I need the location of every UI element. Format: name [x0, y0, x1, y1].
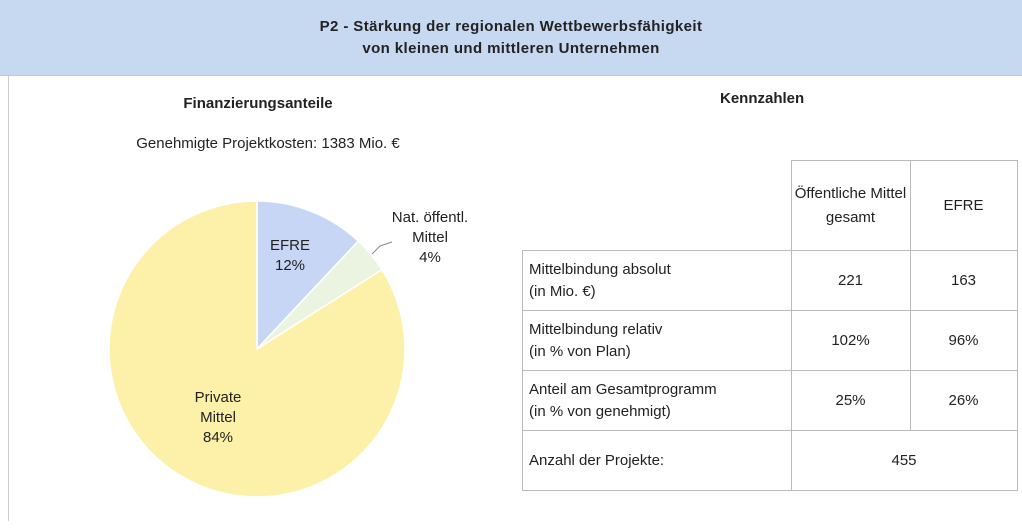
row-label: Mittelbindung absolut (in Mio. €) [522, 250, 792, 311]
slice-value-label: 84% [203, 429, 233, 446]
label-line: EFRE [270, 237, 310, 254]
slice-label: Nat. öffentl. Mittel [392, 209, 468, 246]
label: Anteil am Gesamtprogramm [529, 380, 717, 398]
cell: 26% [909, 370, 1018, 431]
table: Öffentliche Mittel gesamt EFRE Mittelbin… [522, 160, 1018, 491]
cell: 221 [790, 250, 911, 311]
pie-slice [108, 200, 406, 498]
label-line: Mittel [412, 229, 448, 246]
header: P2 - Stärkung der regionalen Wettbewerbs… [0, 0, 1022, 76]
sublabel: (in % von genehmigt) [529, 402, 671, 420]
slice-label: Private Mittel [195, 389, 242, 426]
slice-value-label: 4% [419, 249, 441, 266]
sublabel: (in Mio. €) [529, 282, 596, 300]
border [8, 76, 9, 521]
cell: 163 [909, 250, 1018, 311]
label-line: Mittel [200, 409, 236, 426]
row-label: Anzahl der Projekte: [522, 430, 792, 491]
label-line: Private [195, 389, 242, 406]
cell: 96% [909, 310, 1018, 371]
sublabel: (in % von Plan) [529, 342, 631, 360]
cell: 455 [790, 430, 1018, 491]
cell: 102% [790, 310, 911, 371]
label: Mittelbindung relativ [529, 320, 663, 338]
chart-title: Finanzierungsanteile [183, 95, 332, 112]
pie-slice [256, 200, 360, 351]
header-title: P2 - Stärkung der regionalen Wettbewerbs… [319, 18, 703, 35]
label-line: Nat. öffentl. [392, 209, 468, 226]
column-header: Öffentliche Mittel gesamt [790, 160, 911, 251]
column-header: EFRE [909, 160, 1018, 251]
header-title: von kleinen und mittleren Unternehmen [362, 40, 660, 57]
label: Mittelbindung absolut [529, 260, 671, 278]
row-label: Anteil am Gesamtprogramm (in % von genehm… [522, 370, 792, 431]
slice-value-label: 12% [275, 257, 305, 274]
table-title: Kennzahlen [720, 90, 805, 107]
slice-label: EFRE [270, 237, 310, 254]
leader-line [371, 241, 393, 255]
row-label: Mittelbindung relativ (in % von Plan) [522, 310, 792, 371]
chart-subtitle: Genehmigte Projektkosten: 1383 Mio. € [136, 135, 400, 152]
cell: 25% [790, 370, 911, 431]
